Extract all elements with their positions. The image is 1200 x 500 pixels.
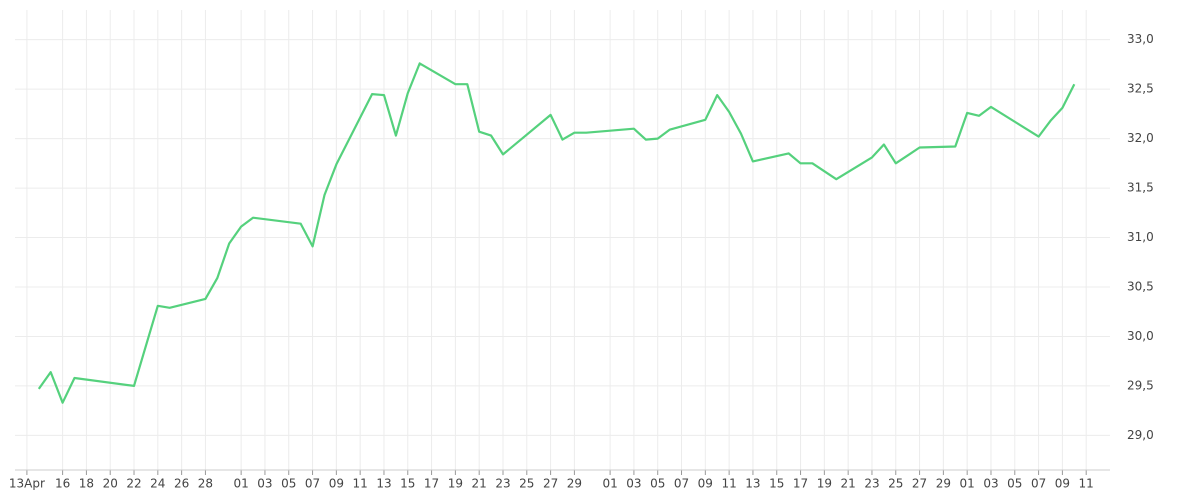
x-tick-label: 03 <box>983 477 998 491</box>
x-tick-label: 03 <box>626 477 641 491</box>
x-tick-label: 21 <box>841 477 856 491</box>
x-tick-label: 09 <box>1055 477 1070 491</box>
x-tick-label: 27 <box>912 477 927 491</box>
x-tick-label: 18 <box>79 477 94 491</box>
y-tick-label: 31,5 <box>1127 181 1154 195</box>
x-tick-label: 05 <box>1007 477 1022 491</box>
y-tick-label: 29,0 <box>1127 428 1154 442</box>
x-tick-label: 23 <box>495 477 510 491</box>
x-tick-label: 19 <box>448 477 463 491</box>
y-tick-label: 32,0 <box>1127 131 1154 145</box>
x-tick-label: 11 <box>353 477 368 491</box>
y-tick-label: 30,5 <box>1127 279 1154 293</box>
x-tick-label: 17 <box>424 477 439 491</box>
x-tick-label: 20 <box>103 477 118 491</box>
x-tick-label: 15 <box>400 477 415 491</box>
x-tick-label: 13 <box>376 477 391 491</box>
x-tick-label: 05 <box>281 477 296 491</box>
y-tick-label: 32,5 <box>1127 82 1154 96</box>
x-tick-label: 03 <box>257 477 272 491</box>
line <box>37 62 1076 404</box>
x-tick-label: 25 <box>519 477 534 491</box>
x-tick-label: 09 <box>698 477 713 491</box>
x-tick-label: 23 <box>864 477 879 491</box>
x-tick-label: 11 <box>1079 477 1094 491</box>
x-tick-label: 13 <box>745 477 760 491</box>
x-tick-label: 21 <box>472 477 487 491</box>
x-tick-label: 01 <box>960 477 975 491</box>
x-tick-label: 15 <box>769 477 784 491</box>
x-tick-label: 27 <box>543 477 558 491</box>
x-tick-label: 09 <box>329 477 344 491</box>
y-tick-label: 30,0 <box>1127 329 1154 343</box>
x-tick-label: 01 <box>234 477 249 491</box>
x-tick-label: 17 <box>793 477 808 491</box>
x-tick-label: 07 <box>305 477 320 491</box>
y-tick-label: 29,5 <box>1127 378 1154 392</box>
x-tick-label: 16 <box>55 477 70 491</box>
x-tick-label: 25 <box>888 477 903 491</box>
x-tick-label: 22 <box>126 477 141 491</box>
x-tick-label: 29 <box>567 477 582 491</box>
x-tick-label: 07 <box>1031 477 1046 491</box>
x-tick-label: 11 <box>721 477 736 491</box>
x-tick-label: 26 <box>174 477 189 491</box>
x-tick-label: 07 <box>674 477 689 491</box>
x-tick-label: 19 <box>817 477 832 491</box>
y-tick-label: 33,0 <box>1127 32 1154 46</box>
x-tick-label: 01 <box>602 477 617 491</box>
x-tick-label: 05 <box>650 477 665 491</box>
x-tick-label: 13Apr <box>9 477 45 491</box>
x-tick-label: 29 <box>936 477 951 491</box>
x-tick-label: 24 <box>150 477 165 491</box>
y-tick-label: 31,0 <box>1127 230 1154 244</box>
x-tick-label: 28 <box>198 477 213 491</box>
